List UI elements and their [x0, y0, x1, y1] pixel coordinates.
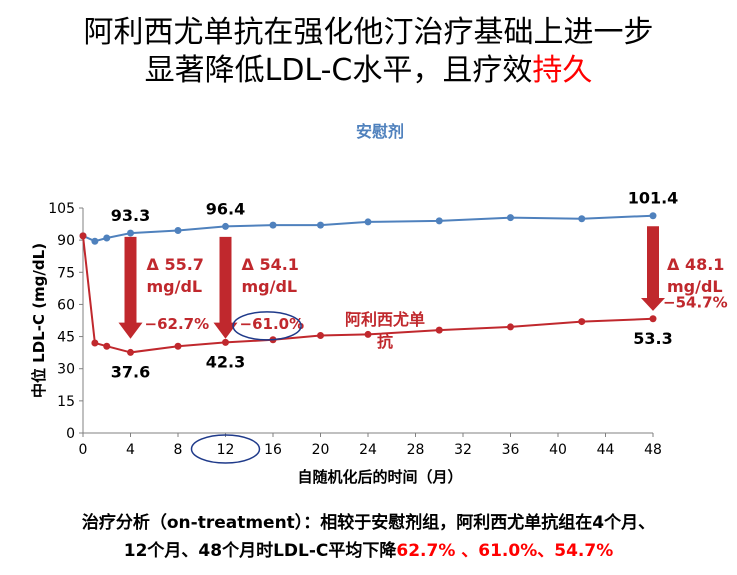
- series-point-1: [507, 323, 514, 331]
- y-tick-label: 75: [57, 265, 75, 281]
- series-point-0: [435, 217, 443, 225]
- highlight-ellipse-percent: [232, 311, 302, 341]
- highlight-ellipse-month12: [190, 434, 261, 464]
- delta-percent-label: −54.7%: [663, 294, 728, 312]
- series-point-1: [578, 318, 586, 326]
- series-point-1: [103, 342, 111, 350]
- series-point-1: [79, 232, 87, 240]
- analysis-line2: 12个月、48个月时LDL-C平均下降62.7% 、61.0%、54.7%: [0, 536, 737, 561]
- analysis-line1: 治疗分析（on-treatment）：相较于安慰剂组，阿利西尤单抗组在4个月、: [81, 513, 656, 533]
- drug-series-label-line1: 阿利西尤单: [345, 310, 425, 329]
- placebo-series-label: 安慰剂: [355, 122, 404, 141]
- delta-arrow: [118, 236, 143, 339]
- series-point-0: [222, 222, 229, 230]
- y-tick-label: 15: [57, 394, 75, 410]
- delta-percent-label: −61.0%: [240, 315, 305, 333]
- x-tick-label: 8: [174, 442, 183, 458]
- analysis-line2-highlight: 62.7% 、61.0%、54.7%: [396, 541, 614, 561]
- delta-arrow: [213, 236, 238, 339]
- series-point-0: [127, 229, 134, 237]
- delta-unit-label: mg/dL: [667, 277, 723, 296]
- drug-value-label: 53.3: [633, 329, 672, 348]
- slide-title-line2: 显著降低LDL-C水平，且疗效持久: [0, 52, 737, 90]
- x-tick-label: 36: [502, 442, 520, 458]
- x-tick-label: 24: [359, 442, 377, 458]
- y-tick-label: 45: [57, 330, 75, 346]
- y-tick-label: 90: [57, 233, 75, 249]
- series-point-1: [91, 339, 99, 347]
- x-tick-label: 32: [454, 442, 472, 458]
- series-point-0: [649, 212, 657, 220]
- delta-value-label: Δ 55.7: [147, 255, 204, 274]
- x-tick-label: 48: [644, 442, 662, 458]
- x-tick-label: 44: [597, 442, 615, 458]
- x-axis-title: 自随机化后的时间（月）: [297, 468, 462, 486]
- y-axis-title: 中位 LDL-C (mg/dL): [30, 243, 48, 398]
- slide-title-line1: 阿利西尤单抗在强化他汀治疗基础上进一步: [83, 15, 654, 50]
- placebo-value-label: 96.4: [206, 199, 245, 218]
- series-point-1: [174, 342, 182, 350]
- delta-value-label: Δ 48.1: [667, 255, 724, 274]
- delta-unit-label: mg/dL: [242, 277, 298, 296]
- series-point-1: [435, 326, 443, 334]
- x-tick-label: 40: [549, 442, 567, 458]
- analysis-line2-main: 12个月、48个月时LDL-C平均下降: [123, 541, 397, 561]
- placebo-value-label: 93.3: [111, 206, 150, 225]
- series-point-0: [174, 227, 182, 234]
- series-point-0: [507, 214, 514, 222]
- drug-series-label-line2: 抗: [377, 332, 393, 351]
- x-tick-label: 20: [312, 442, 330, 458]
- y-tick-label: 105: [48, 201, 75, 217]
- series-point-1: [127, 348, 134, 356]
- series-point-1: [364, 330, 372, 338]
- title-line2-highlight: 持久: [532, 53, 593, 88]
- title-line2-main: 显著降低LDL-C水平，且疗效: [144, 53, 533, 88]
- series-point-1: [317, 332, 324, 339]
- x-tick-label: 28: [407, 442, 425, 458]
- x-tick-label: 16: [264, 442, 282, 458]
- delta-value-label: Δ 54.1: [242, 255, 299, 274]
- y-tick-label: 30: [57, 362, 75, 378]
- series-point-1: [649, 315, 657, 323]
- x-tick-label: 0: [79, 442, 88, 458]
- delta-arrow: [641, 226, 665, 311]
- series-point-0: [364, 218, 372, 226]
- drug-value-label: 42.3: [206, 352, 245, 371]
- drug-value-label: 37.6: [111, 362, 150, 381]
- series-point-0: [317, 221, 324, 229]
- x-tick-label: 12: [217, 442, 235, 458]
- y-tick-label: 0: [66, 426, 75, 442]
- series-point-0: [269, 221, 277, 229]
- series-point-1: [222, 338, 229, 346]
- placebo-value-label: 101.4: [628, 189, 679, 208]
- delta-percent-label: −62.7%: [145, 315, 210, 333]
- x-tick-label: 4: [126, 442, 135, 458]
- series-point-0: [578, 215, 586, 223]
- delta-unit-label: mg/dL: [147, 277, 203, 296]
- y-tick-label: 60: [57, 297, 75, 313]
- series-point-0: [103, 234, 111, 242]
- series-point-0: [91, 237, 99, 245]
